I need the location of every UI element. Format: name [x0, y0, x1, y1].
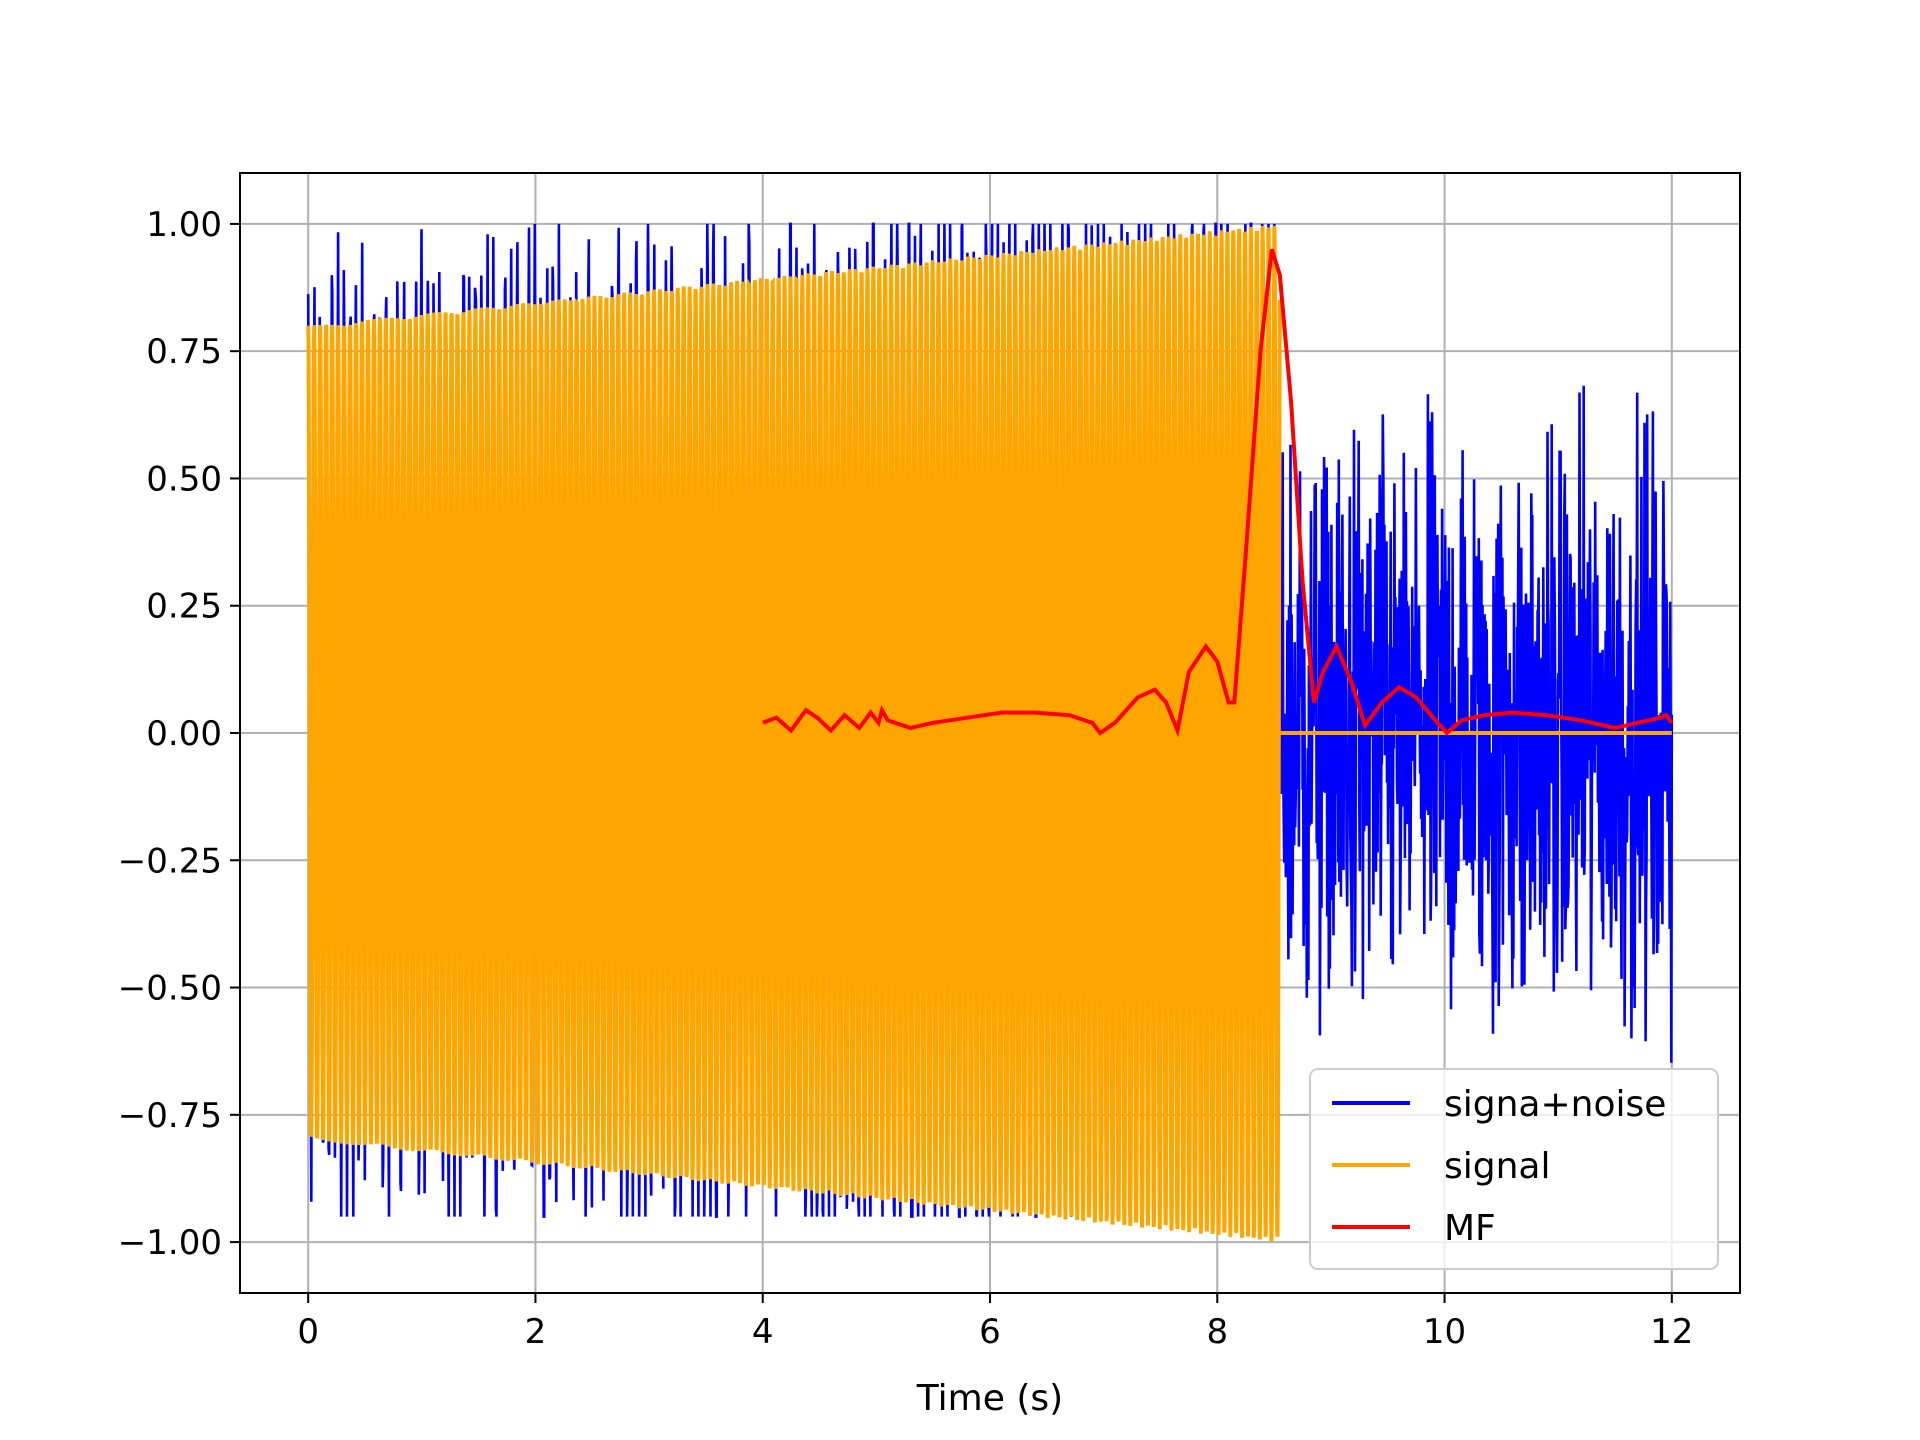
y-tick-label: 0.00 — [146, 714, 222, 754]
legend-label-signal: signal — [1444, 1146, 1551, 1187]
x-tick-label: 2 — [525, 1312, 547, 1352]
x-tick-label: 10 — [1423, 1312, 1466, 1352]
x-tick-label: 6 — [979, 1312, 1001, 1352]
legend: signa+noise signal MF — [1309, 1068, 1719, 1270]
y-tick-label: 1.00 — [146, 205, 222, 245]
y-tick-label: −1.00 — [118, 1223, 222, 1263]
series-signal-line — [306, 225, 1672, 1242]
legend-box — [1309, 1068, 1719, 1270]
y-tick-label: −0.75 — [118, 1096, 222, 1136]
plot-series — [306, 222, 1674, 1242]
x-tick-label: 8 — [1206, 1312, 1228, 1352]
y-tick-label: −0.25 — [118, 841, 222, 881]
x-tick-label: 0 — [297, 1312, 319, 1352]
legend-label-mf: MF — [1444, 1208, 1496, 1249]
ticks: 0 2 4 6 8 10 12 −1.00 −0.75 −0.50 −0.25 0.00 0.25 0.5… — [118, 205, 1694, 1352]
y-tick-label: −0.50 — [118, 969, 222, 1009]
series-mf-line — [762, 248, 1674, 738]
x-axis-label: Time (s) — [916, 1378, 1063, 1419]
y-tick-label: 0.50 — [146, 459, 222, 499]
y-tick-label: 0.75 — [146, 332, 222, 372]
legend-label-signa-noise: signa+noise — [1444, 1084, 1666, 1125]
x-tick-label: 12 — [1650, 1312, 1693, 1352]
y-tick-label: 0.25 — [146, 587, 222, 627]
x-tick-label: 4 — [752, 1312, 774, 1352]
